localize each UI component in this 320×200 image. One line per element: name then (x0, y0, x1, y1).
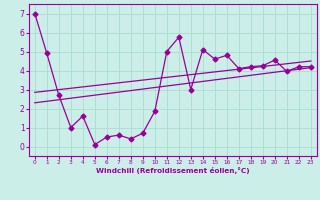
X-axis label: Windchill (Refroidissement éolien,°C): Windchill (Refroidissement éolien,°C) (96, 167, 250, 174)
